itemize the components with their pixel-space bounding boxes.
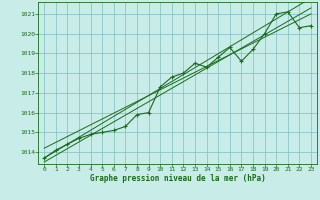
X-axis label: Graphe pression niveau de la mer (hPa): Graphe pression niveau de la mer (hPa) bbox=[90, 174, 266, 183]
